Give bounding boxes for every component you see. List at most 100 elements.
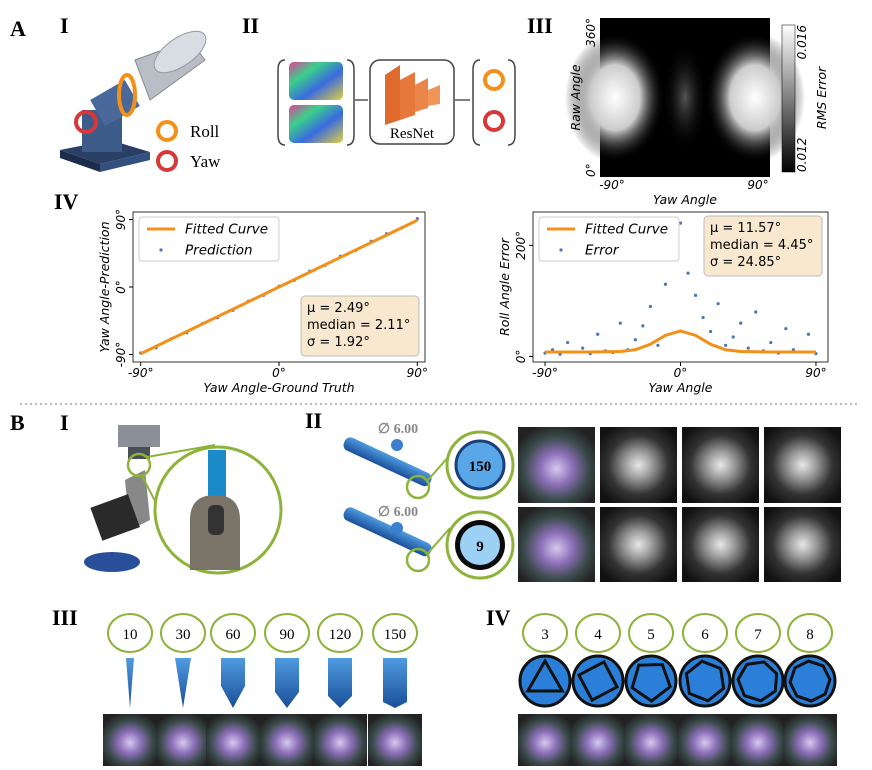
polygon-face (630, 662, 672, 703)
data-point (656, 343, 660, 347)
robot-illustration (60, 30, 207, 172)
y-tick-label: 0° (514, 350, 528, 364)
label-circle (317, 613, 363, 653)
panel-label: B (10, 410, 25, 435)
angle-label: 30 (176, 627, 191, 643)
tip-models (343, 430, 515, 580)
tactile-image (731, 714, 785, 766)
legend-swatch (159, 248, 163, 252)
tactile-image (206, 714, 260, 766)
colorbar-tick-label: 0.016 (795, 25, 809, 60)
x-tick-label: 0° (674, 366, 688, 380)
dimension-label: ∅ 6.00 (378, 505, 418, 520)
network-label: ResNet (390, 126, 435, 142)
legend-label: Fitted Curve (585, 222, 668, 238)
tip-shape (383, 658, 407, 708)
colorbar (781, 24, 796, 173)
x-tick-label: -90° (128, 366, 154, 380)
panel-label: I (60, 13, 69, 38)
label-circle (787, 613, 833, 653)
y-tick-label: 90° (114, 209, 128, 230)
x-tick-label: 90° (805, 366, 826, 380)
polygon-face (788, 659, 832, 703)
stats-text: σ = 1.92° (307, 335, 370, 350)
stats-box (300, 295, 420, 357)
y-axis-label: Raw Angle (568, 64, 583, 130)
y-tick-label: 0° (584, 163, 598, 177)
panel-label: III (527, 13, 553, 38)
stats-text: σ = 24.85° (710, 255, 781, 270)
data-point (769, 340, 773, 345)
tip-shape (275, 658, 299, 708)
y-tick-label: 360° (584, 18, 598, 47)
angle-label: 150 (384, 627, 407, 643)
side-label: 8 (806, 627, 814, 643)
data-point (806, 332, 811, 336)
x-tick-label: -90° (532, 366, 558, 380)
tactile-image (103, 714, 157, 766)
data-point (641, 324, 645, 328)
polygon-face (684, 659, 726, 703)
tactile-image (624, 714, 678, 766)
heatmap-blob (663, 42, 707, 153)
panel-label: A (10, 16, 26, 41)
data-point (663, 282, 668, 286)
panel-label: II (242, 13, 259, 38)
tactile-image (678, 714, 732, 766)
legend-label: Prediction (185, 243, 253, 259)
label-circle (210, 613, 256, 653)
x-tick-label: 90° (747, 178, 768, 192)
label-circle (107, 613, 153, 653)
legend-label: Fitted Curve (185, 222, 268, 238)
data-point (581, 346, 585, 350)
data-point (739, 321, 743, 325)
y-axis-label: Roll Angle Error (497, 237, 512, 336)
data-point (731, 335, 735, 339)
panel-label: II (305, 408, 322, 433)
label-circle (264, 613, 310, 653)
data-point (746, 346, 750, 350)
angle-label: 10 (123, 627, 138, 643)
roll-icon (156, 120, 178, 142)
tactile-image (571, 714, 625, 766)
angle-label: 120 (329, 627, 352, 643)
stats-text: μ = 2.49° (307, 301, 370, 316)
fitted-curve (545, 329, 816, 354)
tactile-images (518, 427, 841, 582)
tip-label: 150 (469, 459, 492, 475)
tactile-image (783, 714, 837, 766)
data-point (784, 327, 788, 331)
polygon-face (576, 659, 620, 703)
label-circle (628, 613, 674, 653)
stats-text: median = 4.45° (710, 238, 813, 253)
side-label: 3 (541, 627, 549, 643)
x-tick-label: -90° (599, 178, 625, 192)
side-label: 4 (594, 627, 602, 643)
data-point (693, 293, 698, 297)
stats-text: median = 2.11° (307, 318, 410, 333)
data-point (754, 310, 758, 314)
data-point (724, 343, 728, 347)
angle-label: 60 (226, 627, 241, 643)
sensor-illustration (84, 425, 283, 575)
data-point (709, 329, 713, 334)
label-circle (682, 613, 728, 653)
colorbar-tick-label: 0.012 (795, 138, 809, 172)
tactile-image (313, 714, 367, 766)
side-label: 5 (647, 627, 655, 643)
data-point (701, 315, 705, 320)
tactile-image (368, 714, 422, 766)
tip-shape (126, 658, 134, 708)
tip-shape (328, 658, 352, 708)
x-tick-label: 90° (407, 366, 428, 380)
legend-text: Yaw (190, 152, 221, 171)
label-circle (522, 613, 568, 653)
legend-swatch (559, 248, 563, 252)
data-point (686, 271, 690, 275)
label-circle (735, 613, 781, 653)
data-point (596, 332, 600, 336)
label-circle (575, 613, 621, 653)
fitted-curve (140, 218, 418, 356)
x-axis-label: Yaw Angle (653, 192, 717, 207)
